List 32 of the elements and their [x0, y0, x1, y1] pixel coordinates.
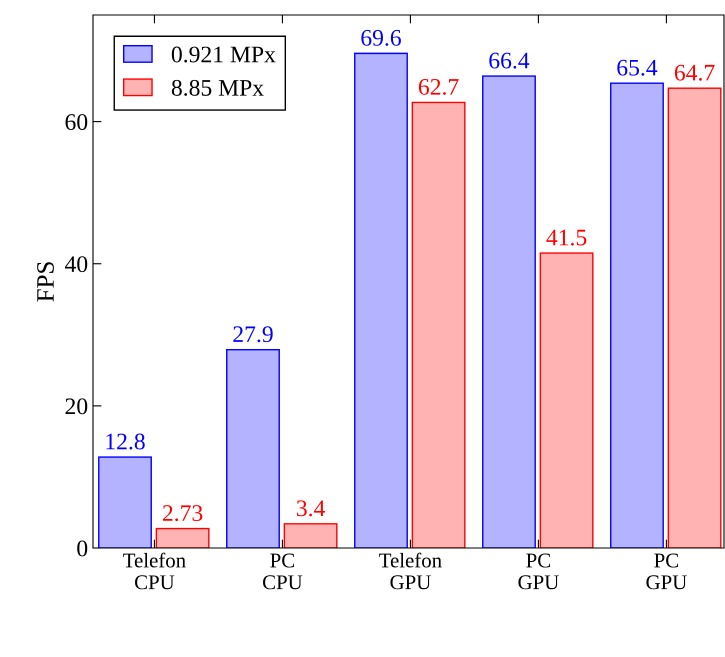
bar: [668, 88, 722, 548]
y-tick-label: 40: [64, 256, 88, 272]
x-tick-label: PC CPU: [263, 554, 302, 590]
data-label: 69.6: [361, 30, 401, 46]
data-label: 2.73: [162, 505, 202, 522]
bar: [156, 528, 210, 548]
bar: [412, 102, 466, 548]
bar: [482, 75, 536, 548]
y-tick-label: 20: [66, 398, 88, 414]
y-axis-title: FPS: [37, 262, 54, 302]
data-label: 27.9: [233, 326, 273, 342]
legend-label: 0.921 MPx: [172, 46, 276, 63]
data-label: 64.7: [674, 64, 715, 81]
bar: [226, 349, 280, 548]
y-tick-label: 60: [66, 114, 88, 130]
y-tick-label: 0: [77, 540, 88, 556]
bar: [98, 456, 152, 548]
data-label: 3.4: [296, 500, 325, 516]
data-label: 12.8: [106, 434, 145, 450]
data-label: 41.5: [546, 230, 586, 246]
bar: [354, 52, 408, 548]
x-tick-label: Telefon GPU: [379, 552, 442, 590]
x-tick-label: PC GPU: [518, 554, 559, 590]
bar: [540, 252, 594, 548]
data-label: 66.4: [489, 52, 530, 69]
bar: [610, 82, 664, 548]
legend-label: 8.85 MPx: [172, 80, 264, 96]
bar: [284, 523, 338, 548]
data-label: 65.4: [617, 60, 658, 76]
x-tick-label: Telefon CPU: [123, 552, 186, 590]
x-tick-label: PC GPU: [646, 554, 687, 590]
data-label: 62.7: [418, 78, 459, 95]
